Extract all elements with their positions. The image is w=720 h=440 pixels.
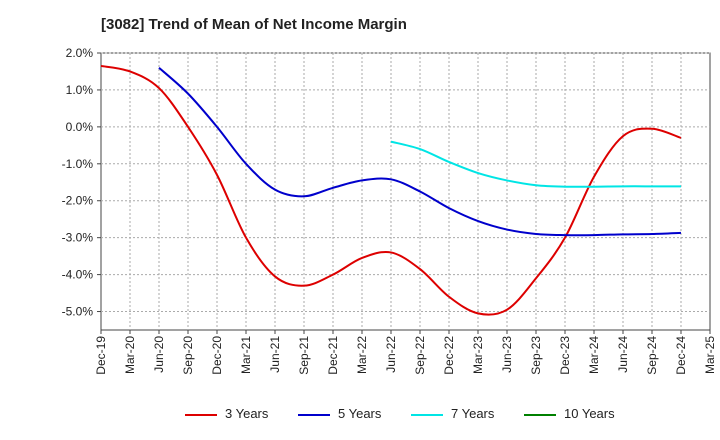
x-tick-label: Sep-22 <box>413 336 427 375</box>
x-tick-label: Sep-23 <box>529 336 543 375</box>
chart-title: [3082] Trend of Mean of Net Income Margi… <box>101 16 407 33</box>
y-tick-label: -2.0% <box>62 194 94 208</box>
x-tick-label: Dec-23 <box>558 336 572 375</box>
x-tick-label: Mar-23 <box>471 336 485 374</box>
x-tick-label: Dec-22 <box>442 336 456 375</box>
legend-label: 10 Years <box>564 406 615 421</box>
y-tick-label: -5.0% <box>62 305 94 319</box>
x-tick-label: Mar-20 <box>123 336 137 374</box>
plot-area <box>100 52 711 331</box>
series-layer <box>100 64 682 316</box>
y-tick-label: -1.0% <box>62 157 94 171</box>
y-tick-label: 0.0% <box>66 120 94 134</box>
legend: 3 Years 5 Years 7 Years 10 Years <box>0 406 720 426</box>
legend-label: 5 Years <box>338 406 382 421</box>
x-tick-label: Jun-20 <box>152 336 166 373</box>
y-tick-label: -4.0% <box>62 268 94 282</box>
x-tick-label: Dec-19 <box>94 336 108 375</box>
x-tick-label: Mar-21 <box>239 336 253 374</box>
legend-label: 7 Years <box>451 406 495 421</box>
x-tick-label: Mar-25 <box>703 336 717 374</box>
legend-swatch <box>298 414 330 416</box>
x-tick-label: Jun-23 <box>500 336 514 373</box>
x-tick-label: Sep-20 <box>181 336 195 375</box>
x-tick-label: Mar-22 <box>355 336 369 374</box>
legend-swatch <box>524 414 556 416</box>
x-tick-label: Jun-22 <box>384 336 398 373</box>
x-tick-label: Sep-21 <box>297 336 311 375</box>
grid-layer <box>100 52 711 331</box>
y-tick-label: 2.0% <box>66 46 94 60</box>
x-tick-label: Dec-20 <box>210 336 224 375</box>
axis-layer: 2.0% 1.0% 0.0% -1.0% -2.0% -3.0% -4.0% -5.0% Dec… <box>62 46 717 375</box>
y-tick-label: -3.0% <box>62 231 94 245</box>
series-line-5-years <box>158 67 682 237</box>
legend-label: 3 Years <box>225 406 269 421</box>
series-line-3-years <box>100 64 682 316</box>
x-tick-label: Mar-24 <box>587 336 601 374</box>
series-line-7-years <box>390 140 681 188</box>
x-tick-label: Dec-24 <box>674 336 688 375</box>
x-tick-label: Dec-21 <box>326 336 340 375</box>
x-tick-label: Sep-24 <box>645 336 659 375</box>
x-tick-label: Jun-21 <box>268 336 282 373</box>
x-tick-label: Jun-24 <box>616 336 630 373</box>
legend-swatch <box>185 414 217 416</box>
legend-swatch <box>411 414 443 416</box>
y-tick-label: 1.0% <box>66 83 94 97</box>
